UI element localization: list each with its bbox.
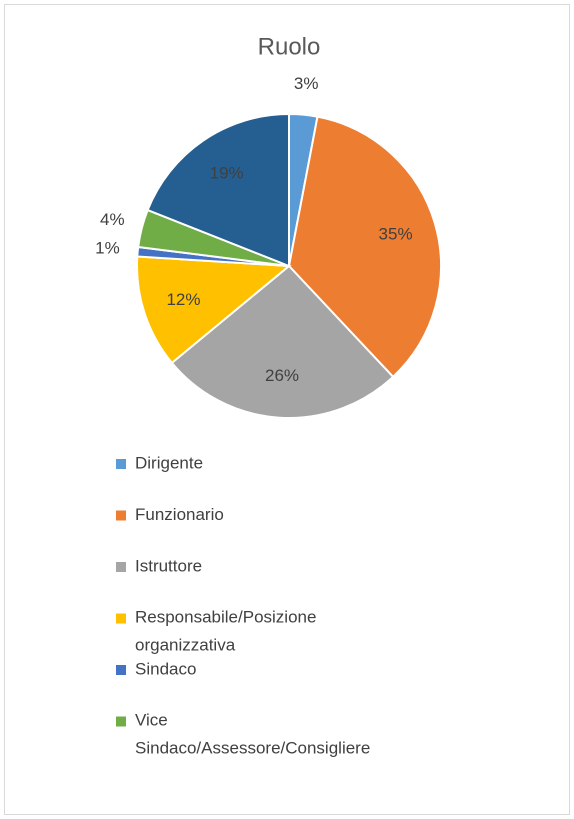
legend-label: Funzionario bbox=[135, 505, 224, 524]
legend-label: Dirigente bbox=[135, 453, 203, 472]
legend-swatch bbox=[116, 613, 126, 624]
legend-label: Sindaco bbox=[135, 659, 196, 678]
legend-label: Vice Sindaco/Assessore/Consigliere bbox=[135, 711, 370, 758]
data-label: 19% bbox=[210, 164, 244, 183]
legend-label: Istruttore bbox=[135, 556, 202, 575]
legend-swatch bbox=[116, 665, 126, 675]
pie-slice bbox=[146, 112, 290, 268]
pie-slice bbox=[170, 264, 395, 419]
data-label: 26% bbox=[265, 366, 299, 385]
legend-label: Responsabile/Posizione organizzativa bbox=[135, 608, 321, 655]
data-label: 4% bbox=[100, 210, 125, 229]
pie-slice bbox=[287, 115, 442, 379]
legend-swatch bbox=[116, 562, 126, 572]
data-label: 12% bbox=[166, 290, 200, 309]
data-label: 1% bbox=[95, 238, 120, 257]
pie-slice bbox=[136, 255, 292, 365]
data-label: 3% bbox=[294, 74, 319, 93]
legend-swatch bbox=[116, 510, 126, 521]
chart-title: Ruolo bbox=[258, 33, 321, 60]
legend-swatch bbox=[116, 716, 126, 727]
data-label: 35% bbox=[379, 225, 413, 244]
legend-swatch bbox=[116, 459, 126, 469]
